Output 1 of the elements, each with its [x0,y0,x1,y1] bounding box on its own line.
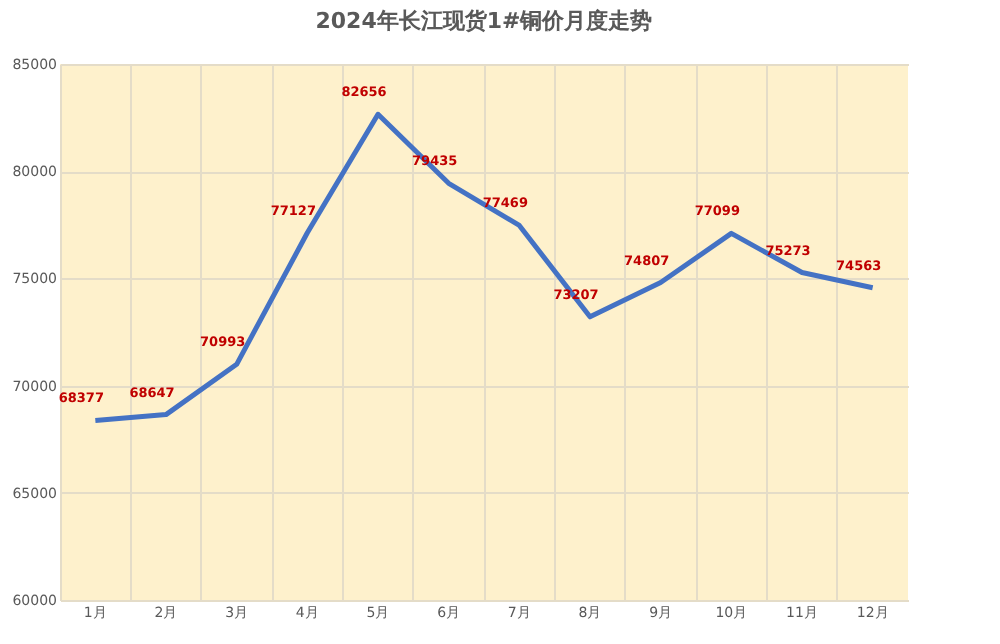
chart-title: 2024年长江现货1#铜价月度走势 [315,8,653,34]
